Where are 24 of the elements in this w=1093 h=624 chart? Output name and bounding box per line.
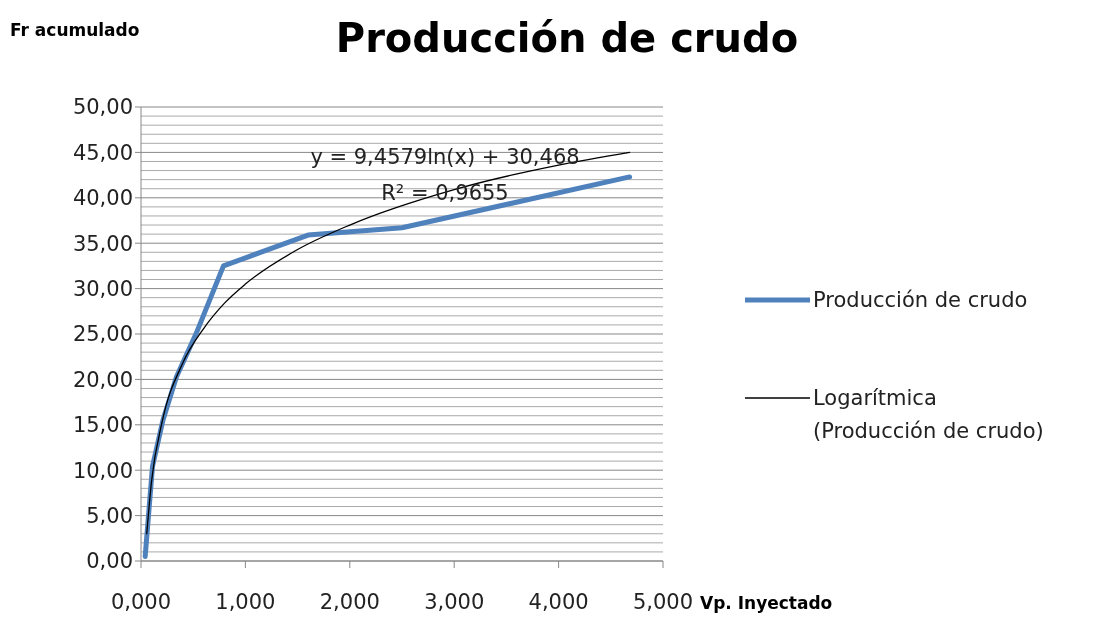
y-axis-title: Fr acumulado — [10, 20, 140, 40]
legend-label: Producción de crudo — [813, 288, 1028, 313]
y-tick-label: 40,00 — [72, 186, 133, 211]
y-tick-label: 20,00 — [72, 367, 133, 392]
chart-title: Producción de crudo — [335, 15, 799, 61]
annotation: R² = 0,9655 — [381, 181, 509, 205]
y-tick-label: 0,00 — [86, 549, 133, 574]
y-tick-label: 50,00 — [72, 95, 133, 120]
x-tick-label: 2,000 — [319, 590, 380, 614]
y-tick-label: 5,00 — [86, 503, 133, 528]
x-axis-title: Vp. Inyectado — [700, 593, 833, 613]
x-tick-label: 5,000 — [632, 590, 694, 614]
legend-label: Logarítmica (Producción de crudo) — [813, 386, 1044, 443]
y-tick-label: 10,00 — [72, 458, 133, 483]
x-tick-label: 3,000 — [424, 590, 485, 614]
y-tick-label: 15,00 — [72, 413, 133, 438]
x-tick-label: 0,000 — [110, 590, 172, 614]
x-tick-label: 4,000 — [528, 590, 589, 614]
y-tick-label: 25,00 — [72, 322, 133, 347]
y-tick-label: 30,00 — [72, 276, 133, 301]
annotation: y = 9,4579ln(x) + 30,468 — [310, 145, 580, 169]
y-tick-label: 45,00 — [72, 140, 133, 165]
y-tick-label: 35,00 — [72, 231, 133, 256]
x-tick-label: 1,000 — [215, 590, 276, 614]
